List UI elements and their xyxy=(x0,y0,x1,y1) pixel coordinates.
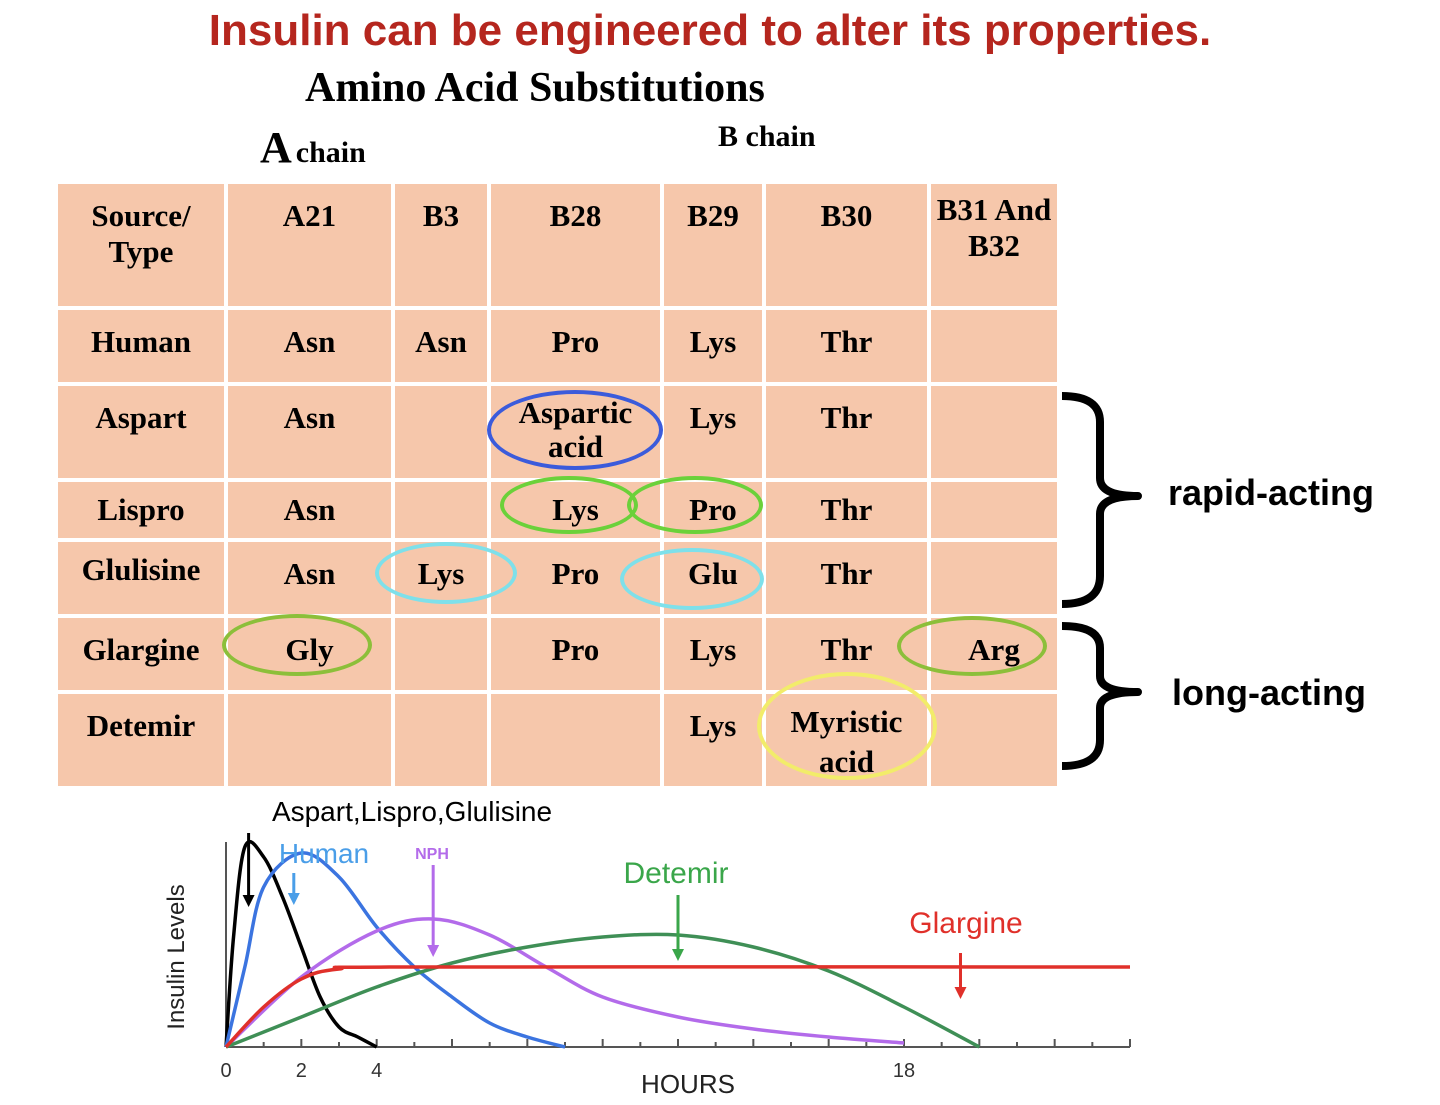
table-row: Detemir Lys Myristic acid xyxy=(58,694,1057,786)
series-line-nph xyxy=(224,917,905,1049)
x-tick-label: 18 xyxy=(893,1060,915,1082)
table-cell: Lys xyxy=(664,618,762,690)
table-cell: Asn xyxy=(228,310,391,382)
header-a21: A21 xyxy=(228,184,391,306)
y-axis-label: Insulin Levels xyxy=(163,884,190,1029)
table-cell: Lys xyxy=(491,482,660,538)
annotation-label: Human xyxy=(279,838,369,869)
table-cell xyxy=(395,694,487,786)
rapid-acting-brace xyxy=(1061,392,1142,608)
header-b3: B3 xyxy=(395,184,487,306)
table-cell: Pro xyxy=(491,310,660,382)
amino-acid-table: Source/ Type A21 B3 B28 B29 B30 B31 And … xyxy=(54,180,1061,790)
table-cell: Thr xyxy=(766,386,927,478)
table-cell: Asn xyxy=(228,386,391,478)
b-chain-label: B chain xyxy=(718,120,816,153)
table-cell xyxy=(491,694,660,786)
table-cell: Pro xyxy=(664,482,762,538)
row-label-glargine: Glargine xyxy=(58,618,224,690)
table-cell: Thr xyxy=(766,482,927,538)
table-cell: Lys xyxy=(664,386,762,478)
table-cell: Thr xyxy=(766,618,927,690)
table-cell: Asn xyxy=(228,482,391,538)
insulin-profile-chart: 0 2 4 18 HOURS Insulin Levels Aspart,Lispro,Gl… xyxy=(163,796,1131,1099)
table-cell xyxy=(931,482,1057,538)
table-cell: Pro xyxy=(491,618,660,690)
series-line-aspart-lispro-glulisine xyxy=(224,840,378,1049)
slide-title: Insulin can be engineered to alter its p… xyxy=(208,6,1212,55)
table-row: Aspart Asn Aspartic acid Lys Thr xyxy=(58,386,1057,478)
annotation-label: Aspart,Lispro,Glulisine xyxy=(272,796,552,827)
table-cell: Pro xyxy=(491,542,660,614)
table-cell xyxy=(395,386,487,478)
header-b28: B28 xyxy=(491,184,660,306)
table-cell: Thr xyxy=(766,542,927,614)
table-cell: Lys xyxy=(664,310,762,382)
table-cell xyxy=(931,542,1057,614)
annotation-arrow-head xyxy=(672,949,684,961)
table-cell xyxy=(395,618,487,690)
table-cell: Aspartic acid xyxy=(491,386,660,478)
a-chain-letter: A xyxy=(260,123,292,172)
x-tick-label: 2 xyxy=(296,1060,307,1082)
header-b29: B29 xyxy=(664,184,762,306)
table-subtitle: Amino Acid Substitutions xyxy=(305,65,765,111)
table-cell: Lys xyxy=(395,542,487,614)
series-line-human xyxy=(224,851,566,1049)
row-label-lispro: Lispro xyxy=(58,482,224,538)
a-chain-label: A chain xyxy=(260,122,366,173)
table-cell: Thr xyxy=(766,310,927,382)
table-row: Human Asn Asn Pro Lys Thr xyxy=(58,310,1057,382)
table-cell: Arg xyxy=(931,618,1057,690)
annotation-arrow-head xyxy=(954,987,967,999)
x-axis-label: HOURS xyxy=(641,1069,735,1099)
table-cell xyxy=(931,386,1057,478)
annotation-label: Glargine xyxy=(909,907,1022,940)
table-row: Glulisine Asn Lys Pro Glu Thr xyxy=(58,542,1057,614)
x-tick-label: 0 xyxy=(220,1060,231,1082)
table-cell xyxy=(228,694,391,786)
table-cell: Myristic acid xyxy=(766,694,927,786)
row-label-human: Human xyxy=(58,310,224,382)
row-label-glulisine: Glulisine xyxy=(58,542,224,614)
header-b30: B30 xyxy=(766,184,927,306)
rapid-acting-label: rapid-acting xyxy=(1168,472,1375,513)
row-label-detemir: Detemir xyxy=(58,694,224,786)
header-source-type: Source/ Type xyxy=(58,184,224,306)
table-row: Glargine Gly Pro Lys Thr Arg xyxy=(58,618,1057,690)
annotation-arrow-head xyxy=(242,895,255,907)
x-tick-label: 4 xyxy=(371,1060,382,1082)
table-cell: Asn xyxy=(395,310,487,382)
annotation-arrow-head xyxy=(427,945,440,957)
table-cell: Glu xyxy=(664,542,762,614)
long-acting-label: long-acting xyxy=(1172,672,1366,713)
a-chain-word: chain xyxy=(295,136,366,169)
table-cell xyxy=(931,310,1057,382)
row-label-aspart: Aspart xyxy=(58,386,224,478)
table-cell xyxy=(395,482,487,538)
series-line-detemir xyxy=(225,932,981,1049)
table-cell: Lys xyxy=(664,694,762,786)
annotation-arrow-head xyxy=(287,893,300,905)
annotation-label: Detemir xyxy=(623,857,728,890)
table-header-row: Source/ Type A21 B3 B28 B29 B30 B31 And … xyxy=(58,184,1057,306)
header-b31-b32: B31 And B32 xyxy=(931,184,1057,306)
table-cell: Gly xyxy=(228,618,391,690)
series-line-glargine xyxy=(224,965,1131,1049)
table-row: Lispro Asn Lys Pro Thr xyxy=(58,482,1057,538)
table-cell: Asn xyxy=(228,542,391,614)
long-acting-brace xyxy=(1061,622,1142,770)
table-cell xyxy=(931,694,1057,786)
annotation-label: NPH xyxy=(415,846,449,863)
